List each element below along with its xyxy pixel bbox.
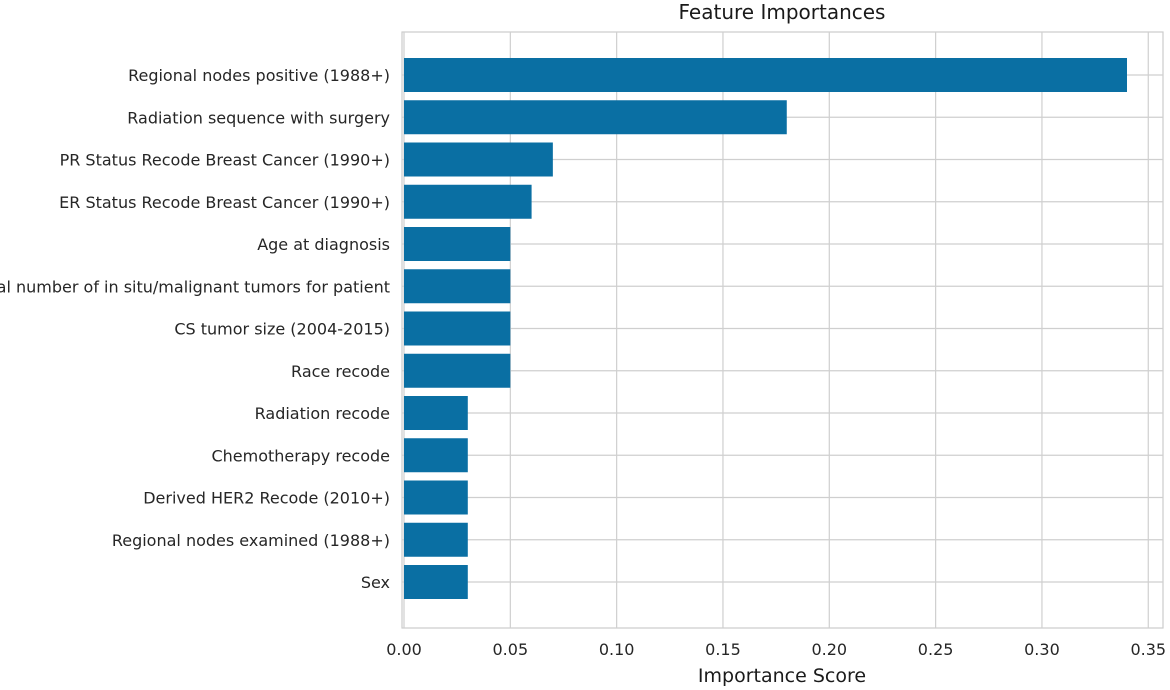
x-tick-labels: 0.00 0.05 0.10 0.15 0.20 0.25 0.30 0.35 (386, 640, 1166, 659)
x-tick-label: 0.35 (1130, 640, 1166, 659)
category-labels: Regional nodes positive (1988+) Radiation… (0, 66, 390, 592)
bar (404, 438, 468, 473)
x-tick-label: 0.30 (1024, 640, 1060, 659)
x-tick-label: 0.10 (599, 640, 635, 659)
x-tick-label: 0.00 (386, 640, 422, 659)
category-label: Regional nodes examined (1988+) (112, 531, 390, 550)
bars-layer (404, 58, 1127, 599)
bar (404, 522, 468, 557)
category-label: PR Status Recode Breast Cancer (1990+) (60, 151, 390, 170)
bar (404, 100, 787, 135)
category-label: Regional nodes positive (1988+) (128, 66, 390, 85)
x-tick-label: 0.15 (705, 640, 741, 659)
x-axis-label: Importance Score (698, 665, 866, 687)
chart-title: Feature Importances (679, 0, 886, 24)
category-label: CS tumor size (2004-2015) (174, 320, 390, 339)
category-label: Age at diagnosis (257, 235, 390, 254)
category-label: Radiation recode (255, 404, 390, 423)
bar (404, 565, 468, 599)
bar (404, 269, 511, 304)
category-label: Chemotherapy recode (211, 446, 390, 465)
category-label: ER Status Recode Breast Cancer (1990+) (59, 193, 390, 212)
bar (404, 58, 1127, 92)
category-label: Radiation sequence with surgery (127, 108, 390, 127)
bar (404, 396, 468, 430)
x-tick-label: 0.20 (811, 640, 847, 659)
category-label: Sex (361, 573, 390, 592)
x-tick-label: 0.05 (493, 640, 529, 659)
bar (404, 142, 553, 177)
bar (404, 353, 511, 388)
category-label: Derived HER2 Recode (2010+) (143, 489, 390, 508)
x-tick-label: 0.25 (918, 640, 954, 659)
bar (404, 227, 511, 261)
category-label: Total number of in situ/malignant tumors… (0, 277, 390, 296)
category-label: Race recode (291, 362, 390, 381)
bar (404, 480, 468, 515)
bar (404, 311, 511, 346)
bar (404, 184, 532, 219)
